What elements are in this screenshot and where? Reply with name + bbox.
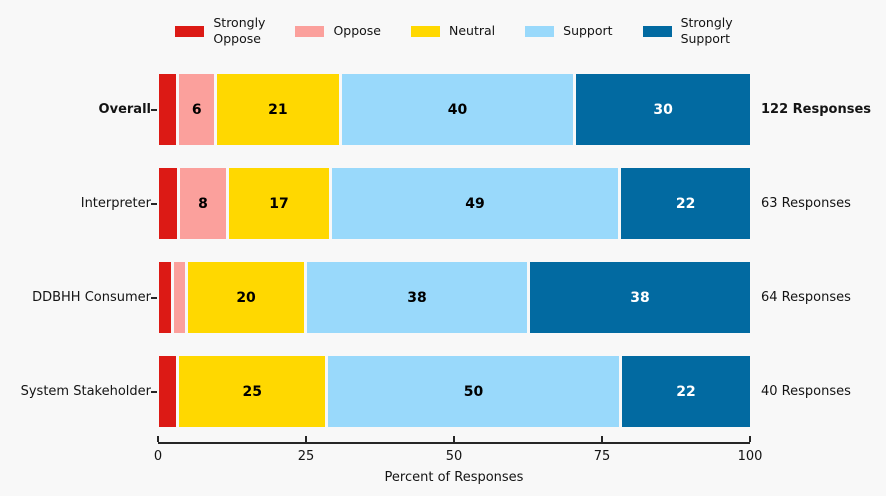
segment-value-label: 30: [653, 101, 673, 118]
bar-segment-neutral: 20: [188, 262, 304, 333]
segment-value-label: 49: [465, 195, 485, 212]
bar-segment-support: 49: [331, 168, 619, 239]
x-axis-label: Percent of Responses: [384, 470, 524, 485]
segment-value-label: 25: [242, 383, 262, 400]
legend-swatch-oppose: [295, 25, 325, 37]
x-axis-tick-label: 25: [297, 449, 315, 464]
legend-label: Support: [563, 23, 613, 39]
bar-row: Overall 6 21 40 30 122 Responses: [0, 74, 871, 145]
y-tick: [151, 356, 159, 427]
bar-segment-strongly-support: 38: [529, 262, 750, 333]
y-tick: [151, 262, 159, 333]
legend-label: Neutral: [449, 23, 496, 39]
bar-segment-strongly-oppose: [159, 262, 171, 333]
plot-area: Overall 6 21 40 30 122 Responses Interpreter 8 1…: [0, 74, 871, 450]
x-axis-tick: [453, 436, 455, 442]
x-axis-tick-label: 0: [153, 449, 163, 464]
bar-stack: 25 50 22: [159, 356, 750, 427]
bar-row: System Stakeholder 25 50 22 40 Responses: [0, 356, 871, 427]
legend-label: Strongly Oppose: [213, 15, 266, 46]
bar-segment-strongly-oppose: [159, 74, 177, 145]
legend-item-oppose: Oppose: [295, 23, 381, 39]
x-axis: 0 25 50 75 100: [154, 436, 762, 464]
bar-stack: 6 21 40 30: [159, 74, 750, 145]
bar-segment-neutral: 25: [179, 356, 325, 427]
x-axis-tick-label: 50: [445, 449, 463, 464]
row-annotation: 64 Responses: [761, 290, 851, 305]
bar-row: DDBHH Consumer 20 38 38 64 Responses: [0, 262, 871, 333]
segment-value-label: 21: [268, 101, 288, 118]
x-axis-tick: [305, 436, 307, 442]
segment-value-label: 38: [407, 289, 427, 306]
x-axis-tick-label: 75: [593, 449, 611, 464]
legend: Strongly Oppose Oppose Neutral Support Stron…: [158, 6, 750, 56]
legend-swatch-neutral: [411, 25, 440, 37]
segment-value-label: 40: [447, 101, 468, 118]
bar-segment-neutral: 17: [229, 168, 329, 239]
bar-segment-strongly-support: 22: [621, 356, 750, 427]
bar-segment-strongly-support: 22: [621, 168, 750, 239]
legend-swatch-support: [525, 25, 555, 37]
bar-segment-oppose: 6: [179, 74, 215, 145]
legend-label: Oppose: [333, 23, 381, 39]
row-label: Overall: [98, 102, 151, 117]
bar-segment-neutral: 21: [217, 74, 339, 145]
bar-segment-oppose: [173, 262, 186, 333]
x-axis-tick: [601, 436, 603, 442]
x-axis-tick: [157, 436, 159, 442]
bar-segment-support: 50: [327, 356, 619, 427]
row-label: System Stakeholder: [20, 384, 151, 399]
legend-item-strongly-oppose: Strongly Oppose: [175, 15, 265, 46]
segment-value-label: 6: [191, 101, 202, 118]
bar-segment-strongly-oppose: [159, 356, 177, 427]
segment-value-label: 22: [676, 383, 696, 400]
legend-item-strongly-support: Strongly Support: [642, 15, 733, 46]
legend-item-support: Support: [525, 23, 613, 39]
y-tick: [151, 168, 159, 239]
bar-stack: 20 38 38: [159, 262, 750, 333]
segment-value-label: 20: [236, 289, 256, 306]
x-axis-tick: [749, 436, 751, 442]
legend-swatch-strongly-support: [642, 25, 672, 37]
legend-item-neutral: Neutral: [411, 23, 495, 39]
bar-segment-strongly-oppose: [159, 168, 177, 239]
legend-swatch-strongly-oppose: [175, 25, 205, 37]
segment-value-label: 38: [630, 289, 650, 306]
row-label: Interpreter: [80, 196, 151, 211]
segment-value-label: 22: [675, 195, 696, 212]
segment-value-label: 50: [463, 383, 484, 400]
y-tick: [151, 74, 159, 145]
bar-segment-strongly-support: 30: [576, 74, 750, 145]
bar-stack: 8 17 49 22: [159, 168, 750, 239]
row-annotation: 122 Responses: [761, 102, 872, 117]
x-axis-tick-label: 100: [737, 449, 763, 464]
row-annotation: 63 Responses: [761, 196, 851, 211]
bar-segment-oppose: 8: [179, 168, 227, 239]
row-label: DDBHH Consumer: [32, 290, 151, 305]
segment-value-label: 17: [269, 195, 289, 212]
legend-label: Strongly Support: [680, 15, 733, 46]
row-annotation: 40 Responses: [761, 384, 851, 399]
segment-value-label: 8: [198, 195, 208, 212]
bar-row: Interpreter 8 17 49 22 63 Responses: [0, 168, 871, 239]
bar-segment-support: 38: [306, 262, 527, 333]
bar-segment-support: 40: [341, 74, 574, 145]
